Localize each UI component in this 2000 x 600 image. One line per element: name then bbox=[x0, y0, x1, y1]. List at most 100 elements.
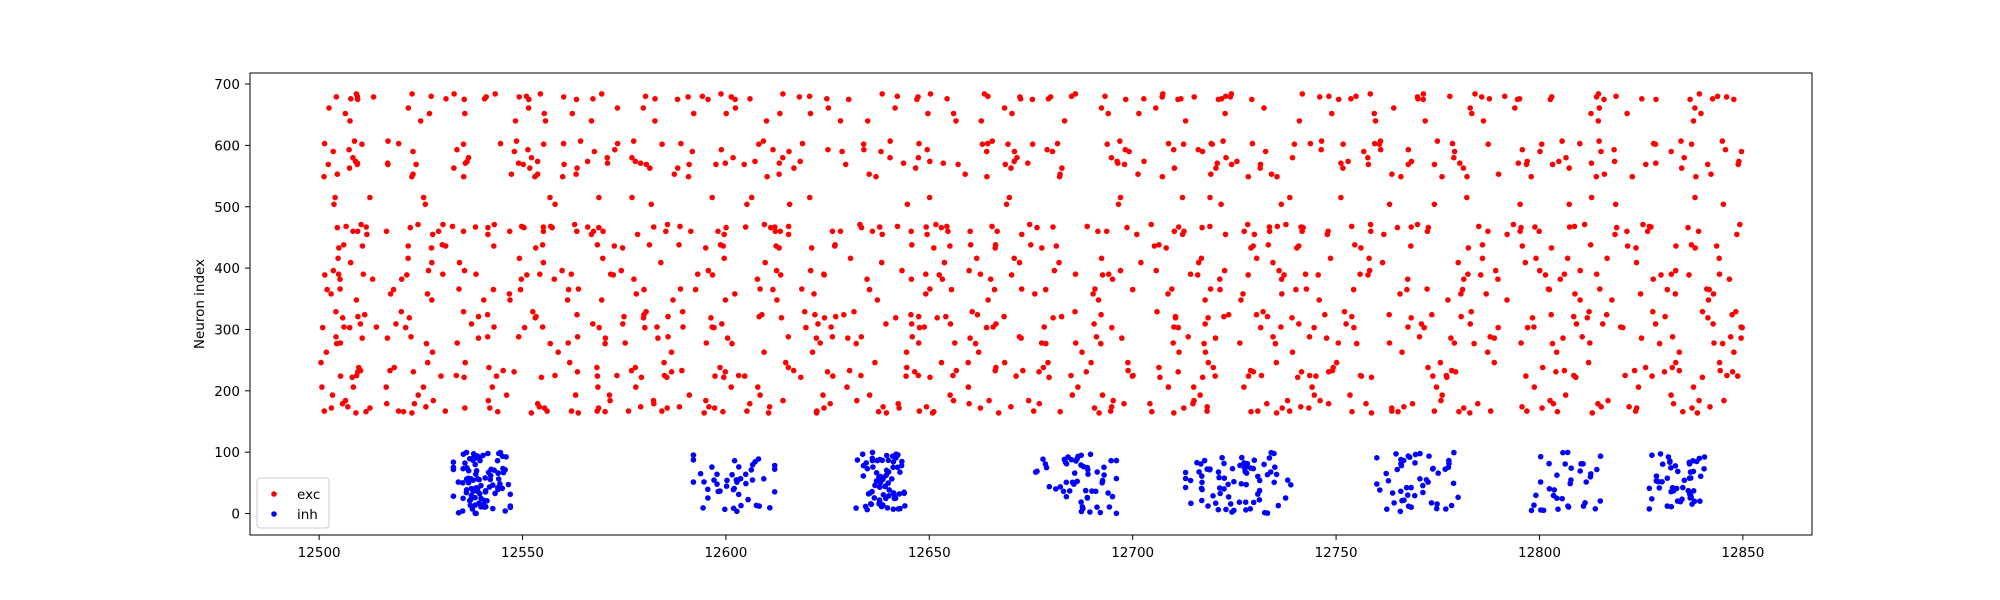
exc-spike bbox=[1601, 96, 1607, 103]
exc-spike bbox=[1135, 171, 1141, 177]
inh-spike bbox=[1672, 463, 1679, 469]
exc-spike bbox=[1363, 400, 1369, 407]
inh-spike bbox=[897, 505, 903, 512]
exc-spike bbox=[1257, 161, 1264, 168]
exc-spike bbox=[1573, 321, 1580, 327]
exc-spike bbox=[475, 313, 482, 320]
exc-spike bbox=[491, 243, 497, 249]
exc-spike bbox=[1399, 349, 1405, 356]
exc-spike bbox=[1445, 297, 1451, 303]
exc-spike bbox=[491, 324, 497, 330]
exc-spike bbox=[983, 324, 990, 331]
exc-spike bbox=[1495, 171, 1502, 177]
inh-spike bbox=[470, 477, 476, 484]
exc-spike bbox=[1719, 138, 1726, 144]
exc-spike bbox=[1539, 364, 1546, 371]
inh-spike bbox=[1198, 461, 1204, 467]
exc-spike bbox=[1386, 311, 1392, 318]
exc-spike bbox=[817, 340, 823, 346]
exc-spike bbox=[841, 311, 847, 318]
exc-spike bbox=[594, 408, 600, 414]
inh-spike bbox=[1242, 499, 1249, 506]
inh-spike bbox=[890, 506, 897, 512]
exc-spike bbox=[462, 359, 469, 366]
exc-spike bbox=[330, 267, 337, 274]
exc-spike bbox=[648, 201, 655, 208]
exc-spike bbox=[422, 201, 429, 208]
inh-spike bbox=[1046, 483, 1053, 490]
exc-spike bbox=[1566, 165, 1572, 171]
exc-spike bbox=[977, 405, 984, 411]
inh-spike bbox=[460, 495, 466, 502]
inh-spike bbox=[487, 476, 494, 483]
exc-spike bbox=[1117, 267, 1124, 274]
exc-spike bbox=[1573, 374, 1579, 381]
exc-spike bbox=[1710, 321, 1716, 327]
exc-spike bbox=[540, 228, 547, 235]
exc-spike bbox=[765, 410, 772, 416]
exc-spike bbox=[1151, 243, 1158, 249]
inh-spike bbox=[1069, 479, 1076, 486]
exc-spike bbox=[442, 408, 449, 414]
inh-spike bbox=[897, 469, 903, 476]
inh-spike bbox=[1275, 502, 1282, 509]
inh-series bbox=[450, 449, 1708, 517]
exc-spike bbox=[1656, 340, 1663, 347]
exc-spike bbox=[1047, 94, 1054, 100]
exc-spike bbox=[1422, 118, 1428, 124]
inh-spike bbox=[882, 483, 888, 490]
exc-spike bbox=[658, 259, 664, 266]
inh-spike bbox=[470, 457, 476, 464]
legend-label-exc: exc bbox=[297, 487, 320, 503]
x-tick-label: 12550 bbox=[501, 545, 544, 561]
exc-spike bbox=[785, 223, 792, 230]
exc-spike bbox=[995, 410, 1002, 416]
exc-spike bbox=[512, 118, 519, 124]
exc-spike bbox=[1531, 324, 1537, 330]
exc-spike bbox=[940, 160, 947, 166]
exc-spike bbox=[460, 308, 467, 315]
exc-spike bbox=[927, 91, 934, 97]
exc-spike bbox=[530, 308, 536, 315]
inh-spike bbox=[1592, 506, 1599, 512]
exc-spike bbox=[839, 148, 845, 155]
exc-spike bbox=[987, 276, 994, 283]
exc-spike bbox=[678, 140, 684, 147]
exc-spike bbox=[518, 276, 525, 283]
exc-spike bbox=[853, 340, 859, 347]
exc-spike bbox=[1213, 165, 1219, 171]
exc-spike bbox=[1257, 324, 1264, 331]
exc-spike bbox=[1611, 146, 1617, 153]
exc-spike bbox=[776, 160, 783, 166]
exc-spike bbox=[526, 96, 532, 103]
exc-spike bbox=[933, 221, 939, 228]
exc-spike bbox=[1546, 286, 1553, 293]
exc-spike bbox=[540, 259, 547, 266]
inh-spike bbox=[701, 479, 707, 485]
exc-spike bbox=[1408, 243, 1414, 249]
inh-spike bbox=[1225, 494, 1232, 500]
exc-spike bbox=[1734, 231, 1740, 238]
exc-spike bbox=[345, 404, 351, 410]
exc-spike bbox=[1069, 392, 1076, 398]
exc-spike bbox=[1054, 140, 1061, 147]
exc-spike bbox=[950, 372, 956, 379]
exc-spike bbox=[652, 118, 658, 124]
exc-spike bbox=[1274, 223, 1281, 230]
exc-spike bbox=[1180, 141, 1187, 147]
exc-spike bbox=[1045, 359, 1051, 366]
exc-spike bbox=[588, 231, 595, 238]
exc-spike bbox=[1353, 340, 1360, 347]
exc-spike bbox=[1165, 291, 1171, 297]
inh-spike bbox=[1063, 479, 1070, 486]
inh-spike bbox=[1420, 489, 1426, 496]
exc-spike bbox=[757, 286, 763, 292]
exc-spike bbox=[632, 158, 639, 165]
exc-spike bbox=[1294, 374, 1301, 381]
inh-spike bbox=[1225, 481, 1231, 488]
exc-spike bbox=[1736, 158, 1742, 165]
exc-spike bbox=[515, 334, 522, 340]
exc-spike bbox=[1491, 335, 1498, 341]
inh-spike bbox=[1182, 469, 1189, 476]
exc-spike bbox=[1286, 408, 1293, 414]
